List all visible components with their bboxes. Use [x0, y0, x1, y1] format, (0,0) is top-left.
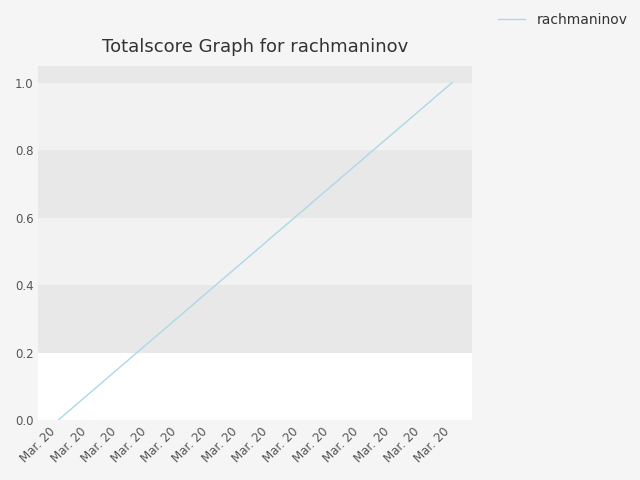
rachmaninov: [388, 132, 396, 137]
rachmaninov: [297, 209, 305, 215]
Bar: [38, 150, 472, 217]
rachmaninov: [266, 236, 274, 241]
Title: Totalscore Graph for rachmaninov: Totalscore Graph for rachmaninov: [102, 38, 408, 56]
rachmaninov: [145, 339, 153, 345]
rachmaninov: [418, 106, 426, 111]
Bar: [38, 217, 472, 285]
Bar: [38, 285, 472, 353]
rachmaninov: [327, 183, 335, 189]
Bar: [38, 353, 472, 420]
rachmaninov: [236, 262, 244, 267]
rachmaninov: [115, 365, 123, 371]
Bar: [38, 66, 472, 83]
rachmaninov: [175, 313, 183, 319]
rachmaninov: [358, 157, 365, 163]
rachmaninov: [449, 80, 456, 85]
rachmaninov: [54, 417, 62, 423]
Line: rachmaninov: rachmaninov: [58, 83, 452, 420]
rachmaninov: [206, 288, 214, 293]
rachmaninov: [84, 391, 92, 397]
Legend: rachmaninov: rachmaninov: [492, 7, 633, 32]
Bar: [38, 83, 472, 150]
